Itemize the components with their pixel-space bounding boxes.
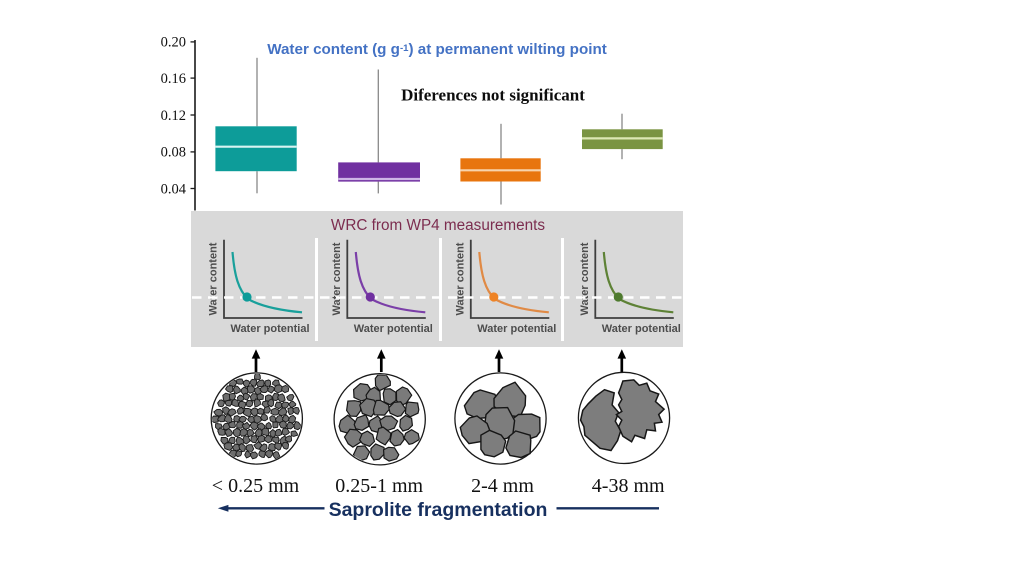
svg-text:Water content: Water content — [454, 242, 466, 315]
svg-text:Diferences not significant: Diferences not significant — [401, 86, 585, 105]
svg-text:Water content: Water content — [331, 242, 343, 315]
svg-text:Water potential: Water potential — [602, 323, 681, 335]
svg-text:WRC from WP4 measurements: WRC from WP4 measurements — [331, 217, 546, 234]
svg-text:0.20: 0.20 — [161, 35, 186, 51]
svg-text:0.16: 0.16 — [161, 71, 186, 87]
svg-text:Water content: Water content — [208, 242, 220, 315]
svg-text:2-4 mm: 2-4 mm — [471, 475, 534, 497]
svg-text:0.12: 0.12 — [161, 108, 186, 124]
svg-text:< 0.25 mm: < 0.25 mm — [212, 475, 300, 497]
svg-text:0.04: 0.04 — [161, 181, 187, 197]
svg-text:0.08: 0.08 — [161, 145, 186, 161]
svg-text:Water potential: Water potential — [354, 323, 433, 335]
svg-text:Water content: Water content — [579, 242, 591, 315]
svg-text:4-38 mm: 4-38 mm — [592, 475, 665, 497]
svg-text:Water content (g g-1) at perma: Water content (g g-1) at permanent wilti… — [267, 41, 607, 58]
svg-text:0.25-1 mm: 0.25-1 mm — [335, 475, 423, 497]
svg-text:Water potential: Water potential — [230, 323, 309, 335]
svg-text:Water potential: Water potential — [477, 323, 556, 335]
svg-text:Saprolite fragmentation: Saprolite fragmentation — [329, 499, 548, 521]
